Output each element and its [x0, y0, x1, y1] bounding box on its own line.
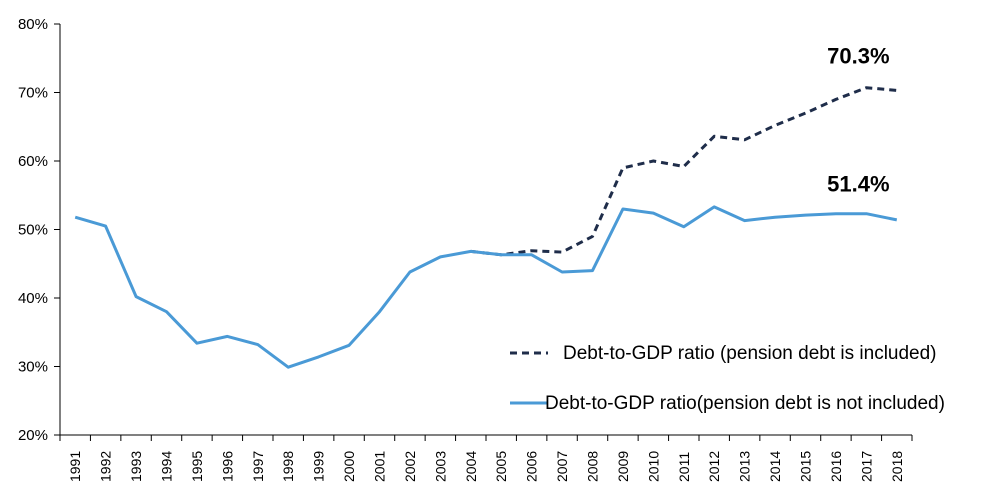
series-line-pension-not-included [74, 205, 898, 369]
x-tick-label: 1999 [311, 451, 327, 482]
x-tick-label: 2001 [372, 451, 388, 482]
x-tick-label: 2000 [341, 451, 357, 482]
x-tick-label: 2010 [645, 451, 661, 482]
x-tick-label: 2009 [615, 451, 631, 482]
legend-label: Debt-to-GDP ratio(pension debt is not in… [545, 393, 945, 414]
y-tick-label: 50% [18, 222, 48, 239]
x-tick-label: 1997 [250, 451, 266, 482]
x-tick-label: 2008 [585, 451, 601, 482]
x-tick-label: 2012 [706, 451, 722, 482]
x-tick-label: 2004 [463, 451, 479, 482]
x-tick-label: 1991 [67, 451, 83, 482]
y-axis: 20% 30% 40% 50% 60% 70% 80% [18, 16, 61, 444]
x-tick-label: 2018 [889, 451, 905, 482]
legend: Debt-to-GDP ratio (pension debt is inclu… [510, 343, 945, 414]
x-tick-label: 2016 [828, 451, 844, 482]
data-label: 51.4% [827, 172, 889, 197]
y-tick-label: 30% [18, 359, 48, 376]
x-tick-label: 2014 [767, 451, 783, 482]
y-tick-label: 40% [18, 290, 48, 307]
x-tick-label: 1992 [98, 451, 114, 482]
x-tick-label: 1996 [219, 451, 235, 482]
x-tick-label: 1994 [159, 451, 175, 482]
x-tick-label: 2007 [554, 451, 570, 482]
y-tick-label: 20% [18, 427, 48, 444]
x-tick-label: 1993 [128, 451, 144, 482]
x-tick-label: 2015 [798, 451, 814, 482]
x-tick-label: 1995 [189, 451, 205, 482]
annotation-layer: 70.3% 51.4% [827, 44, 889, 197]
x-tick-label: 2013 [737, 451, 753, 482]
legend-label: Debt-to-GDP ratio (pension debt is inclu… [563, 343, 937, 364]
x-tick-label: 2005 [493, 451, 509, 482]
x-tick-label: 2011 [676, 452, 692, 482]
data-label: 70.3% [827, 44, 889, 69]
x-axis: 1991 1992 1993 1994 1995 1996 1997 1998 1999 2000… [59, 434, 913, 482]
x-tick-label: 2006 [524, 451, 540, 482]
x-tick-label: 1998 [280, 451, 296, 482]
series-line-pension-included [470, 86, 897, 257]
x-tick-label: 2002 [402, 451, 418, 482]
x-tick-label: 2017 [858, 451, 874, 482]
y-tick-label: 70% [18, 85, 48, 102]
y-tick-label: 60% [18, 153, 48, 170]
y-tick-label: 80% [18, 16, 48, 33]
series-layer [74, 86, 898, 369]
x-tick-label: 2003 [432, 451, 448, 482]
